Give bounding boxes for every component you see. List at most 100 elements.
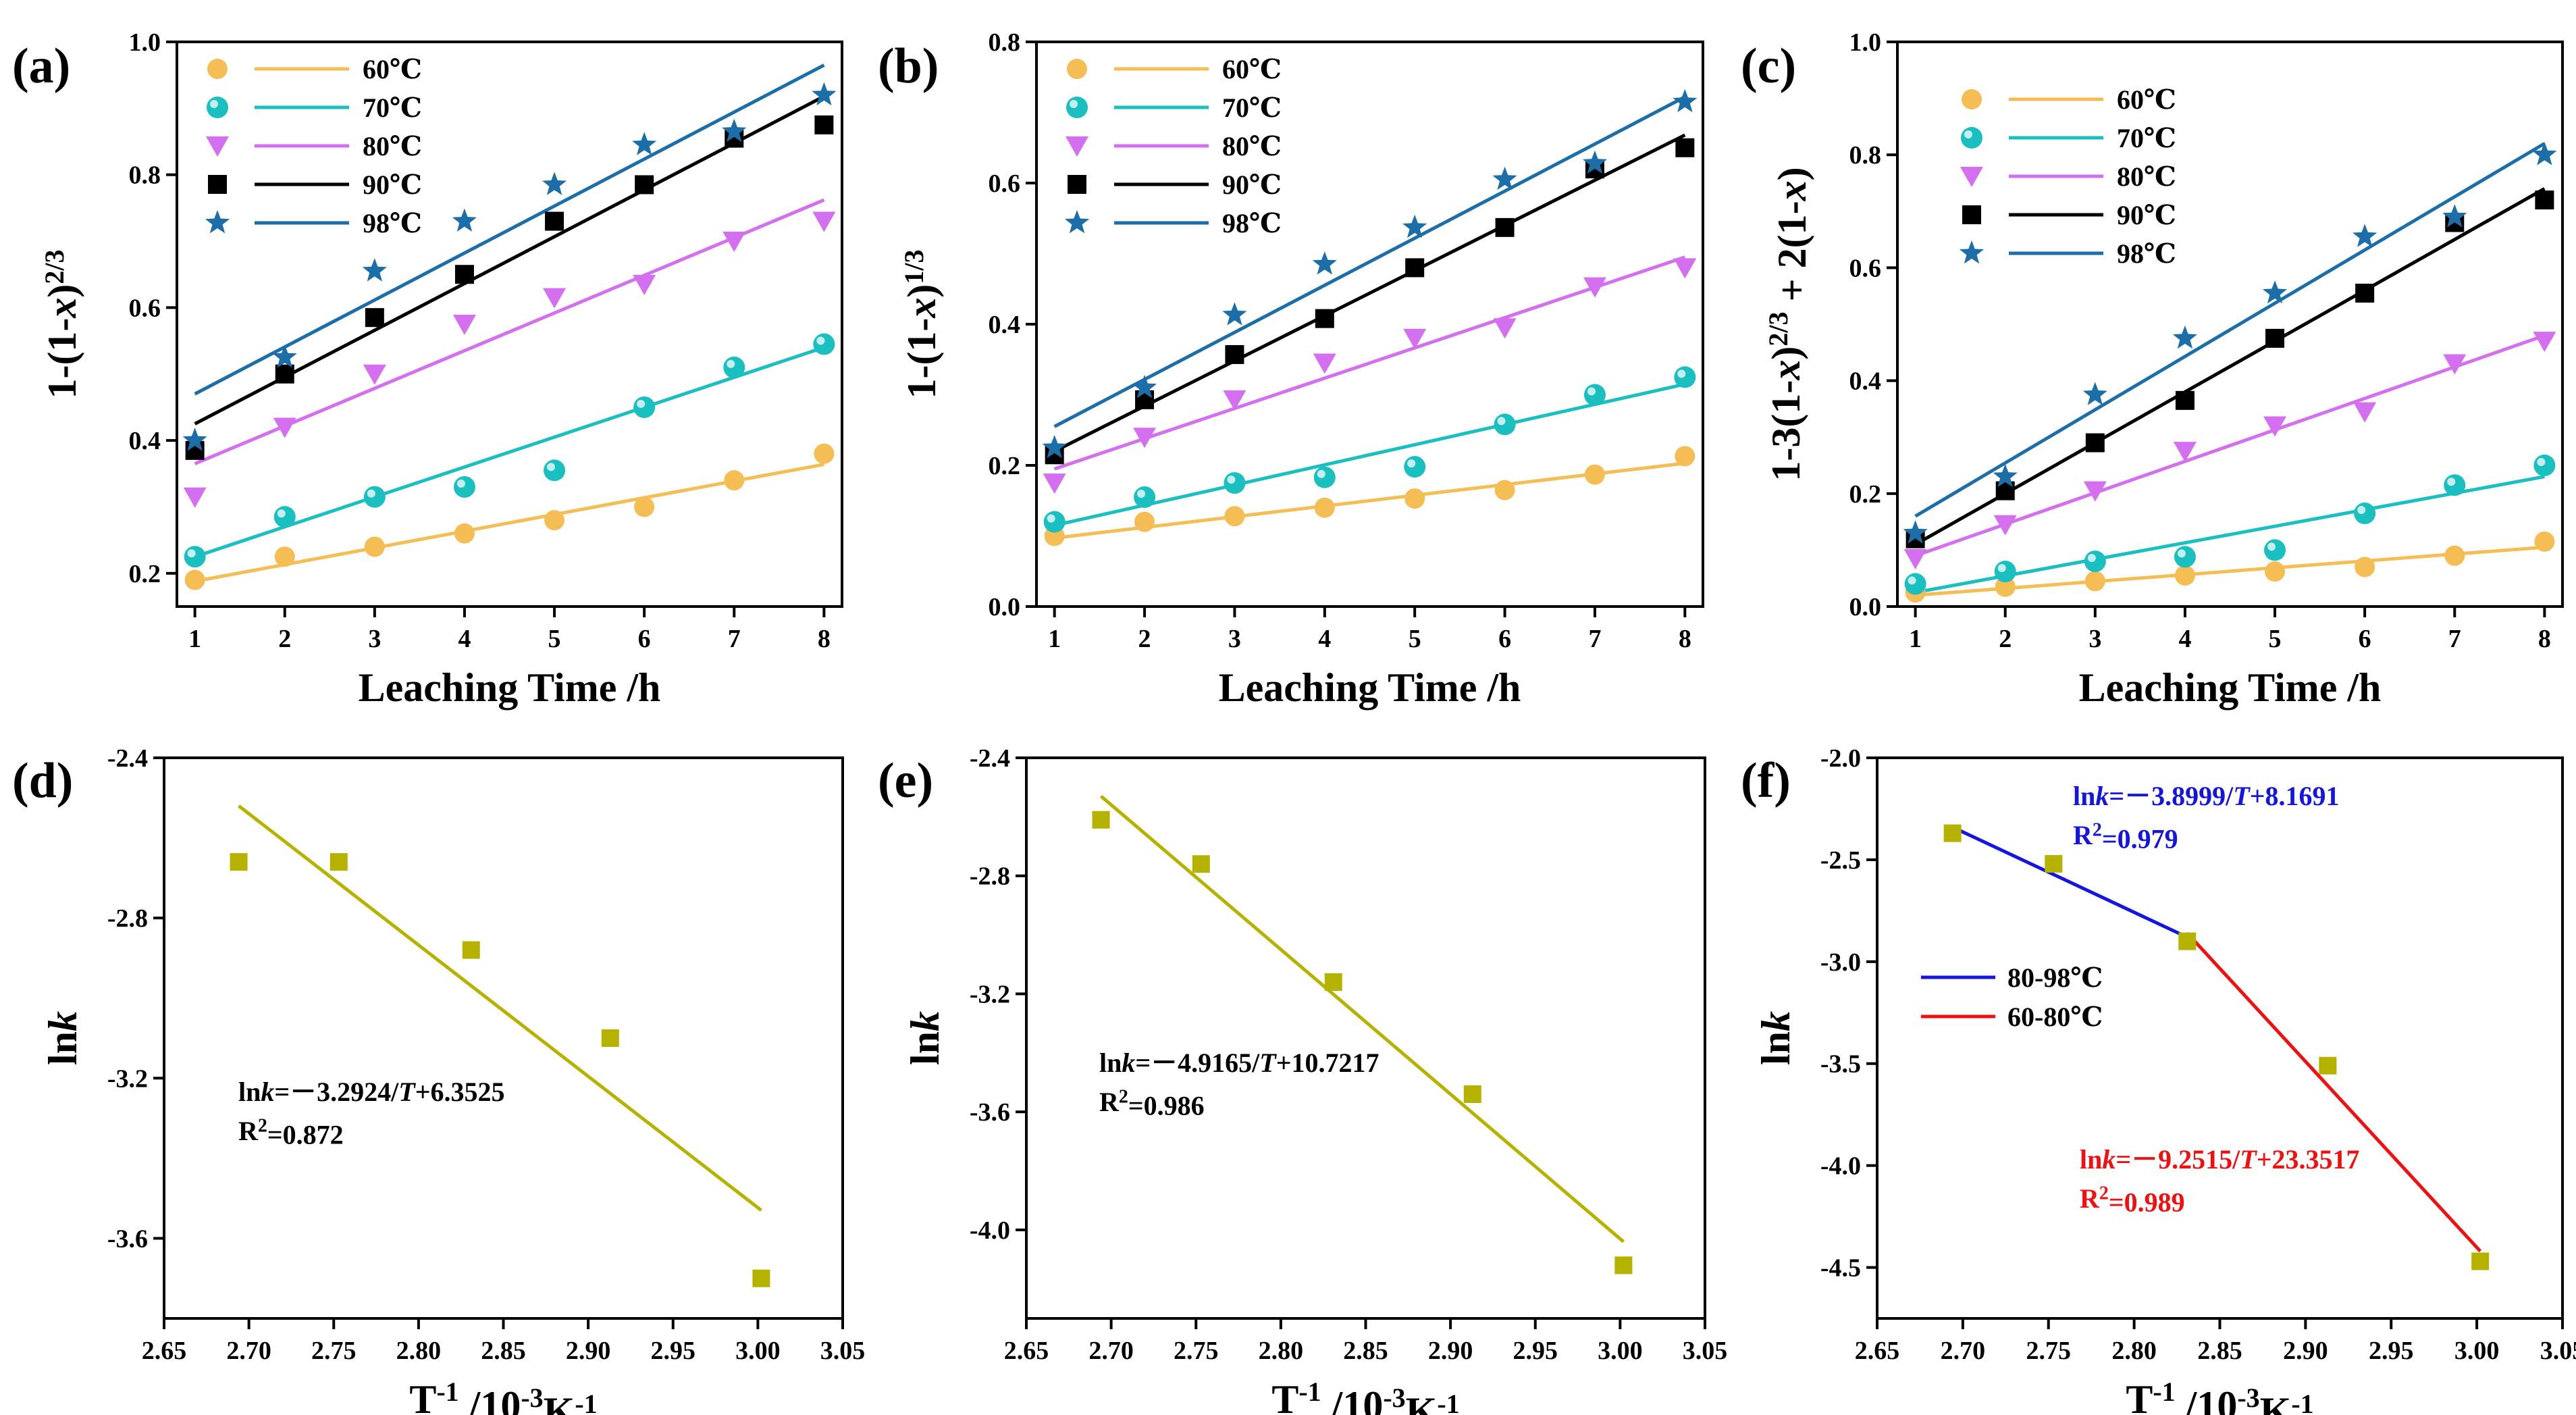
legend-item-t90: 90℃ [208,170,422,200]
text-run: K [2260,1389,2292,1415]
marker-square [1068,175,1086,194]
marker-star [2352,224,2377,247]
legend-item-t70: 70℃ [1066,93,1282,123]
x-axis-title: T-1 /10-3K-1 [409,1377,597,1415]
marker-highlight [1407,459,1416,468]
text-run: =－3.2924/ [274,1077,399,1107]
series-t60 [184,443,835,590]
text-run: T [1259,1048,1277,1078]
marker-square [545,211,564,231]
y-tick-label: -2.5 [1820,846,1861,875]
text-run: Leaching Time /h [2079,665,2382,710]
y-tick-label: 1.0 [129,28,161,57]
marker-circle [454,523,475,544]
y-tick-label: 0.0 [1849,593,1882,621]
x-tick-label: 2.85 [2197,1337,2242,1365]
legend-label: 80℃ [1222,131,1282,161]
marker-circle [724,470,745,491]
marker-triangle [1493,318,1517,339]
marker-triangle [1403,328,1427,349]
text-run: T [2126,1377,2153,1415]
y-tick-label: -3.6 [970,1098,1010,1127]
marker-star [2082,382,2107,405]
fit-line-t60 [1054,461,1685,540]
superscript-run: -3 [1383,1383,1405,1413]
marker-highlight [1137,490,1146,498]
y-tick-label: -2.4 [107,744,148,773]
marker-highlight [547,463,556,471]
marker-star [2442,204,2467,228]
legend-label: 60-80℃ [2007,1002,2103,1032]
marker-square [2355,284,2375,303]
marker-star [1064,210,1090,234]
text-run: x [899,298,944,319]
x-axis-title: T-1 /10-3K-1 [1271,1377,1459,1415]
series-t70 [1043,366,1696,533]
legend-label: 70℃ [363,93,422,123]
x-tick-label: 8 [1679,625,1691,653]
x-tick-label: 3.00 [735,1337,781,1365]
y-tick-label: -2.8 [107,904,148,933]
fit-line-arrhenius [238,804,762,1212]
y-tick-label: 0.8 [1849,141,1882,170]
x-tick-label: 3.05 [2540,1337,2576,1365]
marker-sphere [453,475,475,498]
marker-sphere [2264,539,2286,561]
legend-label: 98℃ [363,208,422,238]
data-points [230,853,770,1287]
marker-sphere [544,459,566,482]
legend-label: 60℃ [363,54,422,84]
y-axis-title: 1-(1-x)2/3 [39,249,84,398]
text-run: Leaching Time /h [1219,665,1521,710]
marker-circle [1995,576,2016,597]
fit-line-t70 [1915,475,2545,594]
x-tick-label: 5 [548,625,561,653]
marker-sphere [273,506,296,528]
marker-triangle [2353,402,2377,423]
marker-circle [2084,571,2105,592]
equation-text: lnk=－4.9165/T+10.7217 [1099,1048,1379,1078]
panel-letter: (d) [12,753,73,808]
marker-highlight [1317,469,1325,478]
marker-triangle [2173,442,2197,463]
text-run: +10.7217 [1276,1048,1379,1078]
y-axis-title: lnk [1754,1011,1798,1065]
r-squared-text: R2=0.872 [238,1115,344,1150]
legend-item-t70: 70℃ [207,93,422,123]
text-run: + 2(1- [1770,201,1814,311]
series-t98 [1042,88,1698,459]
x-tick-label: 5 [2269,625,2282,653]
marker-highlight [456,479,465,488]
legend-item-t90: 90℃ [1068,170,1282,200]
marker-sphere [184,546,206,568]
text-run: =－9.2515/ [2115,1144,2240,1175]
marker-sphere [1313,466,1336,488]
series-t70 [184,333,835,568]
legend-item-fit_low: 60-80℃ [1921,1002,2103,1032]
text-run: ln [41,1031,85,1065]
series-t70 [1904,455,2556,595]
y-axis-title: 1-3(1-x)2/3 + 2(1-x) [1763,167,1814,481]
plot-frame [1025,756,1706,1320]
fit-line-t80 [1914,334,2546,558]
legend-item-t98: 98℃ [205,208,422,238]
text-run: Leaching Time /h [359,665,661,710]
x-tick-label: 2.70 [1088,1337,1134,1365]
y-tick-label: 0.4 [129,427,161,455]
superscript-run: -3 [521,1383,543,1413]
fit-line-arrhenius [1099,794,1625,1243]
data-points [1092,811,1633,1275]
panel-letter: (a) [12,38,70,94]
x-tick-label: 3.00 [1598,1337,1643,1365]
y-tick-label: 0.8 [129,161,161,190]
marker-square [1315,309,1334,328]
superscript-run: -3 [2237,1383,2259,1413]
marker-circle [364,536,385,557]
x-tick-label: 4 [458,625,471,653]
marker-triangle [363,364,386,385]
text-run: ) [899,284,944,298]
marker-triangle [1223,390,1246,411]
x-tick-label: 3.00 [2454,1337,2500,1365]
text-run: k [903,1011,947,1031]
marker-star [362,258,387,282]
